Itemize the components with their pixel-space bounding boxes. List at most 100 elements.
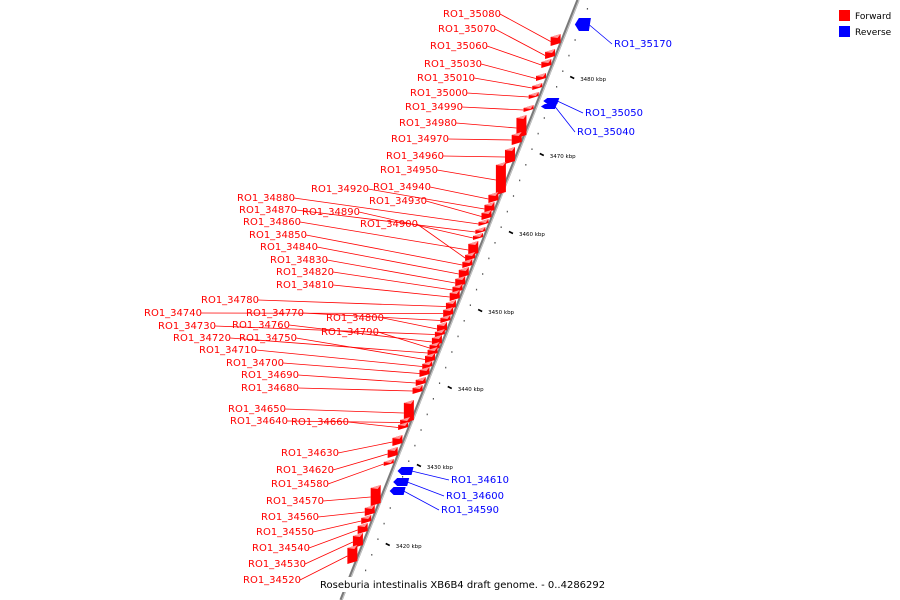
- gene-glyph-RO1_34570[interactable]: [370, 485, 381, 506]
- gene-glyph-RO1_35170[interactable]: [574, 18, 591, 31]
- leader-line: [588, 24, 613, 45]
- leader-line: [286, 420, 401, 423]
- gene-glyph-shine: [528, 92, 539, 96]
- minor-tick: [451, 351, 453, 353]
- gene-label-RO1_34590[interactable]: RO1_34590: [441, 505, 499, 516]
- gene-label-RO1_34550[interactable]: RO1_34550: [256, 527, 314, 538]
- gene-glyph-RO1_34980[interactable]: [516, 115, 527, 138]
- leader-line: [442, 155, 505, 158]
- gene-label-RO1_34990[interactable]: RO1_34990: [405, 102, 463, 113]
- gene-glyph-RO1_34520[interactable]: [347, 545, 358, 564]
- gene-label-RO1_34880[interactable]: RO1_34880: [237, 193, 295, 204]
- gene-label-RO1_34840[interactable]: RO1_34840: [260, 242, 318, 253]
- leader-line: [255, 349, 423, 367]
- gene-label-RO1_34530[interactable]: RO1_34530: [248, 559, 306, 570]
- gene-label-RO1_34770[interactable]: RO1_34770: [246, 308, 304, 319]
- gene-label-RO1_34970[interactable]: RO1_34970: [391, 134, 449, 145]
- gene-label-RO1_34940[interactable]: RO1_34940: [373, 182, 431, 193]
- gene-label-RO1_34900[interactable]: RO1_34900: [360, 219, 418, 230]
- leader-line: [293, 197, 479, 225]
- gene-label-RO1_34810[interactable]: RO1_34810: [276, 280, 334, 291]
- gene-label-RO1_35080[interactable]: RO1_35080: [443, 9, 501, 20]
- gene-label-RO1_34570[interactable]: RO1_34570: [266, 496, 324, 507]
- gene-label-RO1_34520[interactable]: RO1_34520: [243, 575, 301, 586]
- gene-glyph-shine: [455, 276, 466, 280]
- leader-line: [429, 186, 489, 200]
- leader-line: [407, 481, 445, 497]
- gene-glyph-RO1_34860[interactable]: [468, 241, 479, 256]
- leader-line: [499, 13, 551, 42]
- gene-label-RO1_34870[interactable]: RO1_34870: [239, 205, 297, 216]
- gene-glyph-RO1_34650[interactable]: [403, 400, 414, 423]
- leader-line: [282, 362, 420, 374]
- leader-line: [466, 92, 529, 98]
- gene-label-RO1_34780[interactable]: RO1_34780: [201, 295, 259, 306]
- gene-label-RO1_34930[interactable]: RO1_34930: [369, 196, 427, 207]
- gene-label-RO1_34950[interactable]: RO1_34950: [380, 165, 438, 176]
- gene-label-RO1_35040[interactable]: RO1_35040: [577, 127, 635, 138]
- leader-line: [367, 188, 485, 210]
- gene-label-RO1_34800[interactable]: RO1_34800: [326, 313, 384, 324]
- gene-label-RO1_35010[interactable]: RO1_35010: [417, 73, 475, 84]
- gene-glyph-shine: [478, 219, 489, 223]
- gene-glyph-RO1_34600[interactable]: [393, 478, 410, 486]
- gene-label-RO1_34890[interactable]: RO1_34890: [302, 207, 360, 218]
- gene-label-RO1_35070[interactable]: RO1_35070: [438, 24, 496, 35]
- gene-label-RO1_34710[interactable]: RO1_34710: [199, 345, 257, 356]
- gene-label-RO1_34650[interactable]: RO1_34650: [228, 404, 286, 415]
- gene-label-RO1_34660[interactable]: RO1_34660: [291, 417, 349, 428]
- gene-glyph-shine: [412, 385, 423, 389]
- gene-label-RO1_34640[interactable]: RO1_34640: [230, 416, 288, 427]
- gene-label-RO1_34830[interactable]: RO1_34830: [270, 255, 328, 266]
- gene-glyph-RO1_34610[interactable]: [397, 467, 414, 475]
- gene-label-RO1_34740[interactable]: RO1_34740: [144, 308, 202, 319]
- gene-glyph-RO1_34950[interactable]: [495, 162, 506, 195]
- gene-label-RO1_34980[interactable]: RO1_34980: [399, 118, 457, 129]
- leader-line: [416, 223, 466, 259]
- gene-label-RO1_34690[interactable]: RO1_34690: [241, 370, 299, 381]
- minor-tick: [371, 554, 373, 556]
- gene-label-RO1_35000[interactable]: RO1_35000: [410, 88, 468, 99]
- tick-label: 3470 kbp: [550, 154, 576, 160]
- gene-label-RO1_34610[interactable]: RO1_34610: [451, 475, 509, 486]
- gene-glyph-shine: [440, 315, 451, 319]
- gene-glyph-shine: [488, 192, 499, 196]
- gene-glyph-shine: [364, 505, 375, 509]
- gene-label-RO1_34620[interactable]: RO1_34620: [276, 465, 334, 476]
- gene-label-RO1_34920[interactable]: RO1_34920: [311, 184, 369, 195]
- gene-label-RO1_34630[interactable]: RO1_34630: [281, 448, 339, 459]
- gene-glyph-RO1_34530[interactable]: [352, 533, 363, 548]
- gene-label-RO1_35060[interactable]: RO1_35060: [430, 41, 488, 52]
- gene-label-RO1_34760[interactable]: RO1_34760: [232, 320, 290, 331]
- tick-label: 3420 kbp: [396, 544, 422, 550]
- gene-glyph-RO1_34590[interactable]: [389, 487, 406, 495]
- gene-label-RO1_34730[interactable]: RO1_34730: [158, 321, 216, 332]
- gene-label-RO1_34680[interactable]: RO1_34680: [241, 383, 299, 394]
- gene-label-RO1_34600[interactable]: RO1_34600: [446, 491, 504, 502]
- leader-line: [486, 45, 542, 66]
- gene-glyph-shine: [415, 377, 426, 381]
- gene-label-RO1_34580[interactable]: RO1_34580: [271, 479, 329, 490]
- gene-label-RO1_35050[interactable]: RO1_35050: [585, 108, 643, 119]
- minor-tick: [543, 117, 545, 119]
- gene-glyph-RO1_35040[interactable]: [540, 104, 557, 109]
- gene-label-RO1_34820[interactable]: RO1_34820: [276, 267, 334, 278]
- gene-label-RO1_34560[interactable]: RO1_34560: [261, 512, 319, 523]
- gene-label-RO1_34540[interactable]: RO1_34540: [252, 543, 310, 554]
- gene-label-RO1_34850[interactable]: RO1_34850: [249, 230, 307, 241]
- major-tick: [569, 75, 575, 80]
- gene-label-RO1_34960[interactable]: RO1_34960: [386, 151, 444, 162]
- leader-line: [214, 325, 435, 335]
- gene-glyph-shine: [419, 367, 430, 371]
- gene-glyph-RO1_35050[interactable]: [543, 98, 560, 104]
- gene-label-RO1_34860[interactable]: RO1_34860: [243, 217, 301, 228]
- gene-label-RO1_35030[interactable]: RO1_35030: [424, 59, 482, 70]
- gene-glyph-RO1_34960[interactable]: [504, 147, 515, 164]
- gene-label-RO1_34750[interactable]: RO1_34750: [239, 333, 297, 344]
- gene-label-RO1_34720[interactable]: RO1_34720: [173, 333, 231, 344]
- gene-label-RO1_34700[interactable]: RO1_34700: [226, 358, 284, 369]
- gene-glyph-shine: [347, 545, 358, 549]
- gene-label-RO1_34790[interactable]: RO1_34790: [321, 327, 379, 338]
- leader-line: [461, 106, 524, 111]
- gene-label-RO1_35170[interactable]: RO1_35170: [614, 39, 672, 50]
